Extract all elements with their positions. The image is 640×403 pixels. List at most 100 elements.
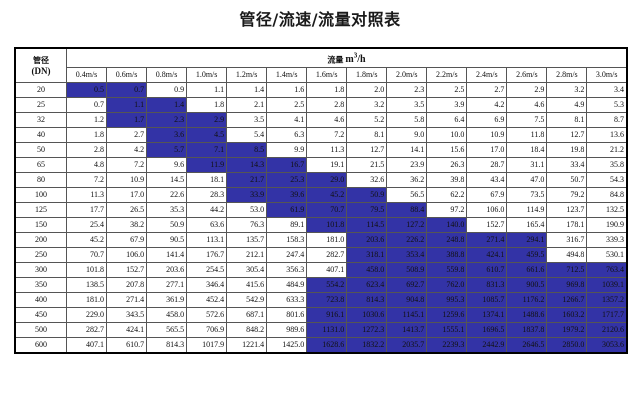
cell-flow-value-highlighted: 1085.7 (466, 292, 508, 309)
column-header-velocity: 2.6m/s (506, 67, 548, 84)
cell-flow-value: 26.3 (426, 157, 468, 174)
cell-flow-value-highlighted: 1555.1 (426, 322, 468, 339)
cell-flow-value-highlighted: 2850.0 (546, 337, 588, 355)
cell-flow-value-highlighted: 610.7 (466, 262, 508, 279)
column-header-velocity: 2.8m/s (546, 67, 588, 84)
cell-flow-value: 254.5 (186, 262, 228, 279)
cell-pipe-diameter: 125 (14, 202, 67, 219)
table-row: 100 11.3 17.0 22.6 28.3 33.9 39.6 45.2 50.9 56.5 6… (14, 187, 628, 204)
cell-flow-value: 70.7 (65, 247, 108, 264)
cell-flow-value-highlighted: 712.5 (546, 262, 588, 279)
cell-flow-value-highlighted: 1488.6 (506, 307, 548, 324)
cell-flow-value: 152.7 (106, 262, 148, 279)
cell-flow-value: 356.3 (266, 262, 308, 279)
cell-flow-value: 18.4 (506, 142, 548, 159)
cell-flow-value-highlighted: 1176.2 (506, 292, 548, 309)
cell-flow-value: 73.5 (506, 187, 548, 204)
cell-flow-value-highlighted: 7.1 (186, 142, 228, 159)
cell-flow-value-highlighted: 2.3 (146, 112, 188, 129)
table-row: 32 1.2 1.7 2.3 2.9 3.5 4.1 4.6 5.2 5.8 6.4 6.9 7.5 8.… (14, 112, 628, 129)
cell-flow-value: 17.7 (65, 202, 108, 219)
cell-flow-value: 23.9 (386, 157, 428, 174)
cell-pipe-diameter: 80 (14, 172, 67, 189)
cell-flow-value: 21.2 (586, 142, 628, 159)
cell-flow-value: 2.5 (426, 82, 468, 99)
cell-flow-value: 484.9 (266, 277, 308, 294)
cell-pipe-diameter: 250 (14, 247, 67, 264)
cell-flow-value-highlighted: 3.6 (146, 127, 188, 144)
cell-flow-value: 9.9 (266, 142, 308, 159)
column-header-velocity: 0.8m/s (146, 67, 188, 84)
table-body: 20 0.5 0.7 0.9 1.1 1.4 1.6 1.8 2.0 2.3 2.5 2.7 2.9 3.… (14, 82, 628, 355)
cell-flow-value-highlighted: 1.1 (106, 97, 148, 114)
cell-flow-value: 1.8 (306, 82, 348, 99)
cell-flow-value-highlighted: 1413.7 (386, 322, 428, 339)
cell-flow-value: 190.9 (586, 217, 628, 234)
cell-flow-value: 3.2 (546, 82, 588, 99)
cell-flow-value-highlighted: 1357.2 (586, 292, 628, 309)
cell-flow-value: 494.8 (546, 247, 588, 264)
cell-flow-value: 15.6 (426, 142, 468, 159)
cell-flow-value-highlighted: 101.8 (306, 217, 348, 234)
cell-flow-value: 181.0 (306, 232, 348, 249)
cell-flow-value: 158.3 (266, 232, 308, 249)
cell-flow-value: 565.5 (146, 322, 188, 339)
header-row-velocities: 0.4m/s 0.6m/s 0.8m/s 1.0m/s 1.2m/s 1.4m/s 1.6m… (15, 67, 628, 84)
unit-denominator: /h (357, 54, 366, 66)
cell-flow-value: 84.8 (586, 187, 628, 204)
cell-flow-value-highlighted: 1.7 (106, 112, 148, 129)
cell-flow-value-highlighted: 79.5 (346, 202, 388, 219)
cell-flow-value: 407.1 (306, 262, 348, 279)
cell-flow-value: 138.5 (65, 277, 108, 294)
cell-flow-value-highlighted: 904.8 (386, 292, 428, 309)
cell-flow-value-highlighted: 900.5 (506, 277, 548, 294)
cell-flow-value-highlighted: 1259.6 (426, 307, 468, 324)
cell-flow-value-highlighted: 33.9 (226, 187, 268, 204)
cell-flow-value-highlighted: 1696.5 (466, 322, 508, 339)
cell-flow-value: 123.7 (546, 202, 588, 219)
cell-flow-value-highlighted: 127.2 (386, 217, 428, 234)
unit-base: m (345, 54, 354, 66)
cell-flow-value: 0.7 (65, 97, 108, 114)
cell-flow-value: 62.2 (426, 187, 468, 204)
cell-flow-value-highlighted: 1.4 (146, 97, 188, 114)
column-header-velocity: 1.2m/s (226, 67, 268, 84)
cell-flow-value-highlighted: 271.4 (466, 232, 508, 249)
cell-flow-value: 343.5 (106, 307, 148, 324)
cell-flow-value: 8.7 (586, 112, 628, 129)
cell-flow-value: 10.9 (106, 172, 148, 189)
cell-flow-value-highlighted: 1832.2 (346, 337, 388, 355)
cell-flow-value: 2.3 (386, 82, 428, 99)
cell-flow-value-highlighted: 424.1 (466, 247, 508, 264)
cell-flow-value-highlighted: 50.9 (346, 187, 388, 204)
cell-flow-value-highlighted: 88.4 (386, 202, 428, 219)
cell-flow-value: 8.1 (546, 112, 588, 129)
cell-flow-value: 610.7 (106, 337, 148, 355)
cell-flow-value: 106.0 (466, 202, 508, 219)
cell-flow-value-highlighted: 4.5 (186, 127, 228, 144)
cell-flow-value: 35.8 (586, 157, 628, 174)
flow-table-container: 管径 (DN) 流量 m3/h 0.4m/s 0.6m/s 0.8m/s 1.0m/s… (14, 47, 628, 355)
cell-flow-value-highlighted: 2120.6 (586, 322, 628, 339)
cell-flow-value: 1.2 (65, 112, 108, 129)
cell-flow-value-highlighted: 995.3 (426, 292, 468, 309)
cell-flow-value: 1425.0 (266, 337, 308, 355)
cell-pipe-diameter: 450 (14, 307, 67, 324)
cell-flow-value-highlighted: 0.5 (65, 82, 108, 99)
cell-flow-value: 22.6 (146, 187, 188, 204)
table-row: 65 4.8 7.2 9.6 11.9 14.3 16.7 19.1 21.5 23.9 26.3 2… (14, 157, 628, 174)
cell-flow-value: 47.0 (506, 172, 548, 189)
cell-flow-value: 407.1 (65, 337, 108, 355)
column-header-velocity: 1.6m/s (306, 67, 348, 84)
cell-flow-value-highlighted: 2239.3 (426, 337, 468, 355)
cell-flow-value: 178.1 (546, 217, 588, 234)
cell-flow-value: 2.7 (466, 82, 508, 99)
cell-flow-value: 4.2 (466, 97, 508, 114)
table-row: 400 181.0 271.4 361.9 452.4 542.9 633.3 723.8 81… (14, 292, 628, 309)
cell-flow-value-highlighted: 2.9 (186, 112, 228, 129)
cell-flow-value: 10.0 (426, 127, 468, 144)
header-pipe-diameter: 管径 (DN) (14, 47, 67, 84)
cell-flow-value: 5.4 (226, 127, 268, 144)
cell-flow-value-highlighted: 353.4 (386, 247, 428, 264)
cell-flow-value: 3.5 (386, 97, 428, 114)
